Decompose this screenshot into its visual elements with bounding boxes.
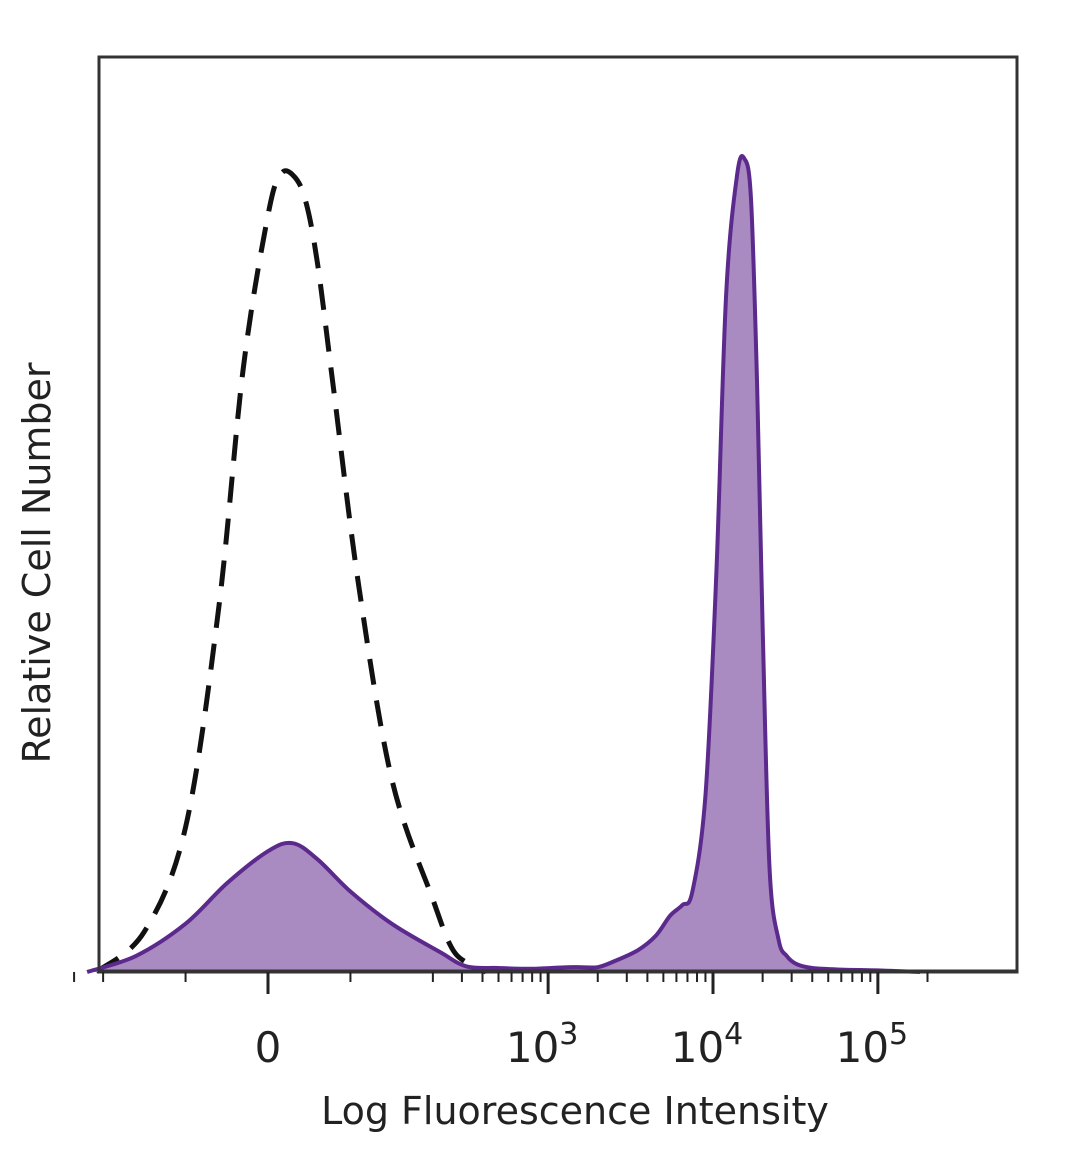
plot-frame xyxy=(97,55,1019,974)
x-tick-label: 0 xyxy=(255,1023,282,1072)
y-axis-title: Relative Cell Number xyxy=(15,362,59,763)
x-tick-label: 104 xyxy=(671,1017,744,1072)
filled-histogram-line xyxy=(86,154,921,974)
x-axis-title: Log Fluorescence Intensity xyxy=(321,1089,829,1133)
tick-layer xyxy=(73,972,929,994)
x-tick-label: 105 xyxy=(836,1017,909,1072)
label-layer: 0 103 104 105 xyxy=(255,1017,909,1072)
control-histogram-dashed-line xyxy=(94,168,488,975)
series-layer xyxy=(86,154,1017,975)
x-tick-label: 103 xyxy=(506,1017,579,1072)
filled-histogram-area xyxy=(87,156,921,973)
